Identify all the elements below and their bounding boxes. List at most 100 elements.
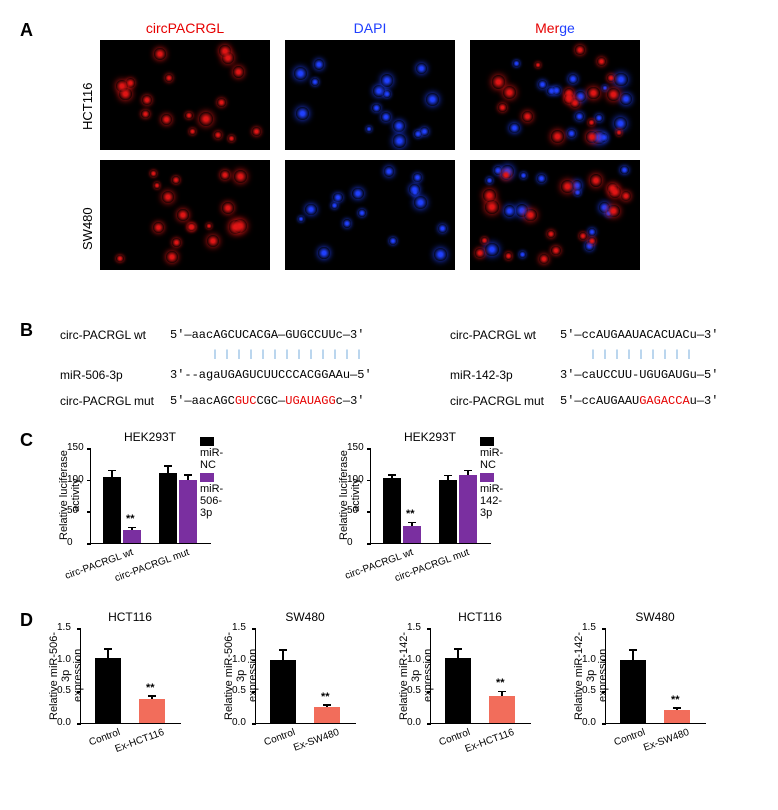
seq-label: circ-PACRGL wt — [60, 328, 170, 342]
bar — [314, 707, 340, 723]
seq-label: circ-PACRGL mut — [450, 394, 560, 408]
chart-title: HEK293T — [370, 430, 490, 444]
y-axis-label: Relative miR-506-3pexpression — [223, 628, 259, 723]
significance-stars: ** — [321, 691, 330, 703]
fish-image — [100, 160, 270, 270]
y-tick: 0.5 — [57, 685, 71, 696]
y-axis-label: Relative miR-142-3pexpression — [573, 628, 609, 723]
seq-wt: 5'—ccAUGAAUACACUACu—3' — [560, 328, 718, 342]
bar — [489, 696, 515, 723]
significance-stars: ** — [496, 677, 505, 689]
seq-mir: 3'—caUCCUU-UGUGAUGu—5' — [560, 368, 718, 382]
fish-image — [470, 40, 640, 150]
fish-image — [285, 160, 455, 270]
y-tick: 1.5 — [232, 622, 246, 633]
panel-a-label: A — [20, 20, 33, 41]
bar-chart: SW480Relative miR-506-3pexpression0.00.5… — [255, 610, 356, 724]
significance-stars: ** — [146, 682, 155, 694]
seq-label: miR-142-3p — [450, 368, 560, 382]
row-label-hct116: HCT116 — [80, 70, 95, 130]
significance-stars: ** — [671, 694, 680, 706]
plot-area: 0.00.51.01.5**ControlEx-SW480 — [255, 628, 356, 724]
bar — [270, 660, 296, 723]
row-label-sw480: SW480 — [80, 190, 95, 250]
plot-area: 050100150**circ-PACRGL wtcirc-PACRGL mut — [90, 448, 211, 544]
bar — [95, 658, 121, 723]
bar — [403, 526, 421, 543]
bar — [383, 478, 401, 543]
seq-label: circ-PACRGL wt — [450, 328, 560, 342]
plot-area: 0.00.51.01.5**ControlEx-HCT116 — [80, 628, 181, 724]
figure: A circPACRGL DAPI Merge HCT116 SW480 B cir… — [20, 20, 758, 790]
bar — [103, 477, 121, 544]
panel-c: C HEK293TmiR-NCmiR-506-3pRelative lucife… — [20, 430, 758, 600]
y-tick: 0 — [67, 537, 73, 548]
chart-title: SW480 — [255, 610, 355, 624]
plot-area: 0.00.51.01.5**ControlEx-SW480 — [605, 628, 706, 724]
y-tick: 1.5 — [407, 622, 421, 633]
fish-image-grid — [100, 40, 640, 270]
bar-chart: HCT116Relative miR-506-3pexpression0.00.… — [80, 610, 181, 724]
bar-chart: HEK293TmiR-NCmiR-506-3pRelative lucifera… — [90, 430, 211, 544]
seq-mut: 5'—ccAUGAAUGAGACCAu—3' — [560, 394, 718, 408]
y-tick: 0.5 — [232, 685, 246, 696]
panel-d-label: D — [20, 610, 33, 631]
seq-block-right: circ-PACRGL wt5'—ccAUGAAUACACUACu—3' | |… — [450, 325, 718, 411]
significance-stars: ** — [406, 508, 415, 520]
panel-b: B circ-PACRGL wt5'—aacAGCUCACGA—GUGCCUUc… — [20, 320, 758, 420]
panel-c-label: C — [20, 430, 33, 451]
bar-chart: HEK293TmiR-NCmiR-142-3pRelative lucifera… — [370, 430, 491, 544]
y-tick: 1.0 — [407, 654, 421, 665]
chart-title: HEK293T — [90, 430, 210, 444]
panel-b-label: B — [20, 320, 33, 341]
bar — [664, 710, 690, 723]
y-tick: 1.5 — [582, 622, 596, 633]
col-header: Merge — [470, 20, 640, 36]
y-axis-label: Relative miR-506-3pexpression — [48, 628, 84, 723]
y-tick: 150 — [67, 442, 84, 453]
bar — [123, 530, 141, 543]
y-tick: 100 — [347, 474, 364, 485]
significance-stars: ** — [126, 513, 135, 525]
bar — [445, 658, 471, 723]
y-tick: 1.0 — [582, 654, 596, 665]
plot-area: 0.00.51.01.5**ControlEx-HCT116 — [430, 628, 531, 724]
bar-chart: SW480Relative miR-142-3pexpression0.00.5… — [605, 610, 706, 724]
y-tick: 0.0 — [232, 717, 246, 728]
bar-chart: HCT116Relative miR-142-3pexpression0.00.… — [430, 610, 531, 724]
col-header: circPACRGL — [100, 20, 270, 36]
y-tick: 150 — [347, 442, 364, 453]
chart-title: HCT116 — [80, 610, 180, 624]
seq-label: miR-506-3p — [60, 368, 170, 382]
seq-label: circ-PACRGL mut — [60, 394, 170, 408]
y-tick: 0.0 — [407, 717, 421, 728]
col-header: DAPI — [285, 20, 455, 36]
seq-mut: 5'—aacAGCGUCCGC—UGAUAGGc—3' — [170, 394, 364, 408]
panel-d: D HCT116Relative miR-506-3pexpression0.0… — [20, 610, 758, 790]
bar — [439, 480, 457, 543]
y-tick: 1.5 — [57, 622, 71, 633]
y-tick: 1.0 — [57, 654, 71, 665]
bar — [620, 660, 646, 723]
y-tick: 0 — [347, 537, 353, 548]
bar — [179, 480, 197, 543]
y-tick: 100 — [67, 474, 84, 485]
bar — [159, 473, 177, 543]
chart-title: SW480 — [605, 610, 705, 624]
bar — [139, 699, 165, 723]
y-tick: 1.0 — [232, 654, 246, 665]
plot-area: 050100150**circ-PACRGL wtcirc-PACRGL mut — [370, 448, 491, 544]
y-tick: 0.5 — [407, 685, 421, 696]
y-tick: 0.0 — [57, 717, 71, 728]
y-tick: 0.0 — [582, 717, 596, 728]
match-lines: | | | | | | | | | | | | | — [170, 350, 362, 361]
fish-image — [285, 40, 455, 150]
y-axis-label: Relative miR-142-3pexpression — [398, 628, 434, 723]
chart-title: HCT116 — [430, 610, 530, 624]
y-tick: 0.5 — [582, 685, 596, 696]
y-tick: 50 — [347, 505, 358, 516]
panel-a: A circPACRGL DAPI Merge HCT116 SW480 — [20, 20, 758, 310]
seq-mir: 3'--agaUGAGUCUUCCCACGGAAu—5' — [170, 368, 372, 382]
bar — [459, 475, 477, 543]
y-axis-label: Relative luciferaseactivity — [338, 448, 362, 543]
